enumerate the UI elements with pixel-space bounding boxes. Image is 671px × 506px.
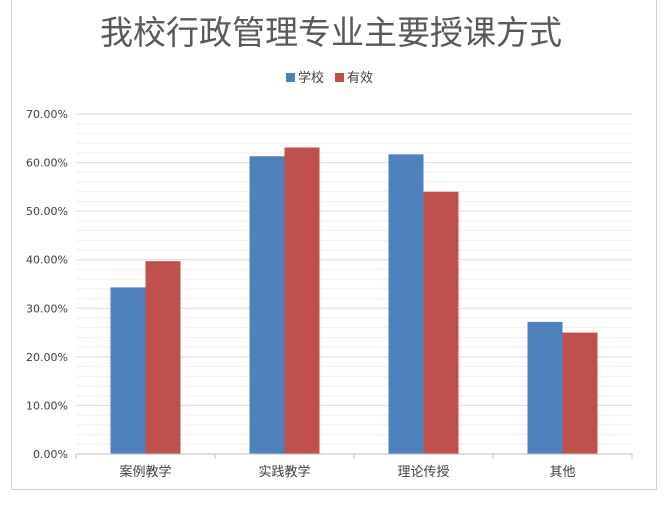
y-tick-label: 70.00% xyxy=(26,108,68,121)
bar-effective-0 xyxy=(145,261,181,454)
x-category-label: 其他 xyxy=(549,465,575,480)
bar-school-0 xyxy=(110,287,146,454)
x-category-label: 案例教学 xyxy=(119,464,171,480)
chart-title: 我校行政管理专业主要授课方式 xyxy=(100,13,562,52)
x-category-label: 理论传授 xyxy=(397,465,449,480)
y-tick-label: 10.00% xyxy=(26,399,68,412)
x-axis-labels: 案例教学 实践教学 理论传授 其他 xyxy=(75,454,633,480)
y-tick-label: 60.00% xyxy=(26,157,68,170)
bar-school-1 xyxy=(249,156,285,454)
legend-label-school: 学校 xyxy=(298,70,324,86)
legend-swatch-effective xyxy=(335,73,344,82)
y-tick-label: 40.00% xyxy=(26,254,68,267)
y-tick-label: 30.00% xyxy=(26,302,68,315)
bar-effective-3 xyxy=(562,332,598,454)
bar-school-2 xyxy=(388,154,424,455)
legend: 学校 有效 xyxy=(286,70,373,86)
y-tick-label: 20.00% xyxy=(26,351,68,364)
legend-swatch-school xyxy=(286,73,295,82)
bars xyxy=(110,147,598,455)
bar-effective-2 xyxy=(423,191,459,454)
bar-effective-1 xyxy=(284,147,320,454)
y-tick-label: 50.00% xyxy=(26,205,68,218)
bar-school-3 xyxy=(527,321,563,454)
y-tick-label: 0.00% xyxy=(33,448,68,461)
legend-label-effective: 有效 xyxy=(347,71,373,86)
y-axis-ticks: 0.00% 10.00% 20.00% 30.00% 40.00% 50.00% 60.00… xyxy=(26,108,68,461)
x-category-label: 实践教学 xyxy=(258,464,310,480)
